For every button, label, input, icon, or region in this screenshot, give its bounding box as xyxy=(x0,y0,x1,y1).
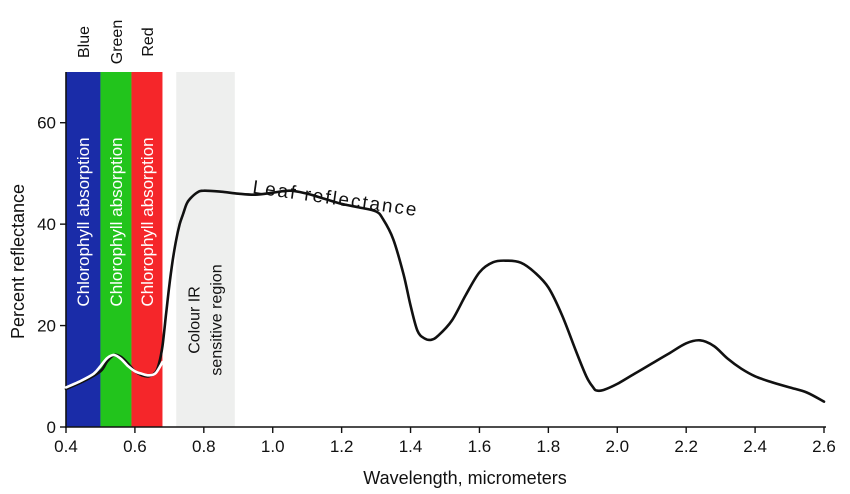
band-blue xyxy=(66,72,101,427)
bands-layer: Chlorophyll absorption Blue Chlorophyll ab… xyxy=(66,20,163,427)
x-tick-label: 1.2 xyxy=(330,437,354,456)
band-label-blue: Chlorophyll absorption xyxy=(74,137,93,306)
x-tick-label: 0.4 xyxy=(54,437,78,456)
ir-region-label-2: sensitive region xyxy=(209,264,226,375)
y-tick-label: 40 xyxy=(37,215,56,234)
y-axis-title: Percent reflectance xyxy=(8,184,28,339)
x-tick-label: 0.6 xyxy=(123,437,147,456)
band-name-red: Red xyxy=(140,27,157,56)
y-tick-label: 20 xyxy=(37,317,56,336)
x-tick-label: 1.8 xyxy=(537,437,561,456)
x-axis-title: Wavelength, micrometers xyxy=(363,468,566,488)
band-name-blue: Blue xyxy=(76,26,93,58)
ir-region xyxy=(176,72,235,427)
band-green xyxy=(100,72,132,427)
band-label-red: Chlorophyll absorption xyxy=(138,137,157,306)
ir-region-layer: Colour IR sensitive region xyxy=(176,72,235,427)
leaf-reflectance-line xyxy=(64,189,826,403)
ir-region-label-1: Colour IR xyxy=(187,286,204,354)
series-layer xyxy=(64,189,826,403)
x-tick-label: 1.6 xyxy=(468,437,492,456)
curve-label: Leaf reflectance xyxy=(251,177,419,221)
x-tick-label: 2.0 xyxy=(605,437,629,456)
x-tick-label: 0.8 xyxy=(192,437,216,456)
x-tick-label: 1.0 xyxy=(261,437,285,456)
y-tick-label: 0 xyxy=(47,418,56,437)
band-label-green: Chlorophyll absorption xyxy=(107,137,126,306)
x-tick-label: 2.2 xyxy=(674,437,698,456)
band-name-green: Green xyxy=(109,20,126,64)
y-tick-label: 60 xyxy=(37,114,56,133)
x-tick-label: 2.6 xyxy=(812,437,836,456)
visible-band-reflectance-line xyxy=(64,353,164,389)
axes-layer: 0.4 0.6 0.8 1.0 1.2 1.4 1.6 1.8 2.0 2.2 2.4 2.6 0 20 4… xyxy=(37,72,836,456)
x-tick-label: 2.4 xyxy=(743,437,767,456)
x-tick-label: 1.4 xyxy=(399,437,423,456)
